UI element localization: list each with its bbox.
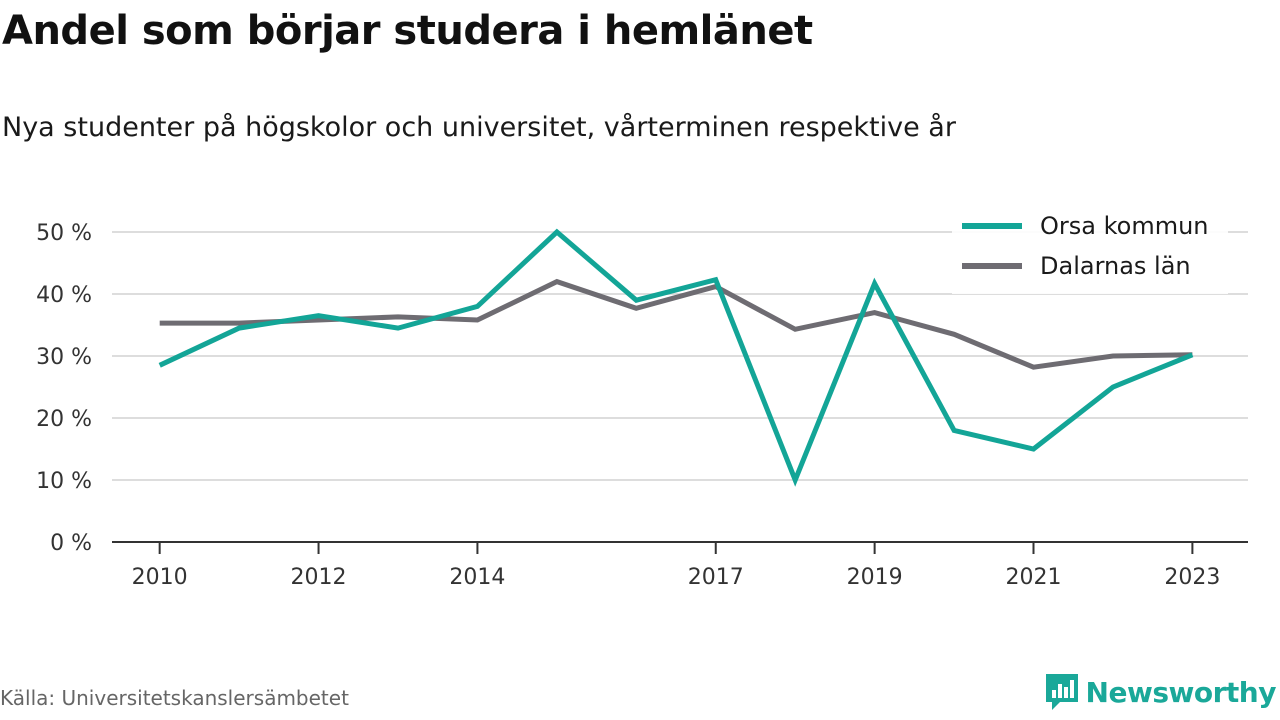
x-tick-label: 2021: [1006, 565, 1062, 590]
x-tick-label: 2012: [291, 565, 347, 590]
x-tick-label: 2010: [132, 565, 188, 590]
chart-subtitle: Nya studenter på högskolor och universit…: [2, 112, 956, 143]
axes: 0 % 10 % 20 % 30 % 40 % 50 % 2010 2012 2014 2017 2…: [36, 221, 1248, 590]
y-tick-label: 40 %: [36, 283, 92, 308]
x-tick-label: 2023: [1164, 565, 1220, 590]
legend: Orsa kommun Dalarnas län: [952, 204, 1228, 294]
chart-title: Andel som börjar studera i hemlänet: [2, 8, 813, 54]
y-tick-label: 50 %: [36, 221, 92, 246]
x-tick-label: 2014: [449, 565, 505, 590]
series-lines: [158, 228, 1194, 487]
newsworthy-logo-icon: [1045, 674, 1078, 710]
x-tick-label: 2019: [847, 565, 903, 590]
y-tick-label: 0 %: [50, 531, 92, 556]
legend-background: [952, 204, 1228, 294]
legend-label: Dalarnas län: [1040, 252, 1191, 280]
series-line-0: [158, 228, 1194, 487]
legend-label: Orsa kommun: [1040, 212, 1209, 240]
brand-name: Newsworthy: [1085, 675, 1277, 709]
x-tick-label: 2017: [688, 565, 744, 590]
y-tick-label: 20 %: [36, 407, 92, 432]
y-tick-label: 10 %: [36, 469, 92, 494]
y-tick-label: 30 %: [36, 345, 92, 370]
brand-logo[interactable]: Newsworthy: [1044, 672, 1277, 712]
source-note: Källa: Universitetskanslersämbetet: [0, 686, 349, 710]
